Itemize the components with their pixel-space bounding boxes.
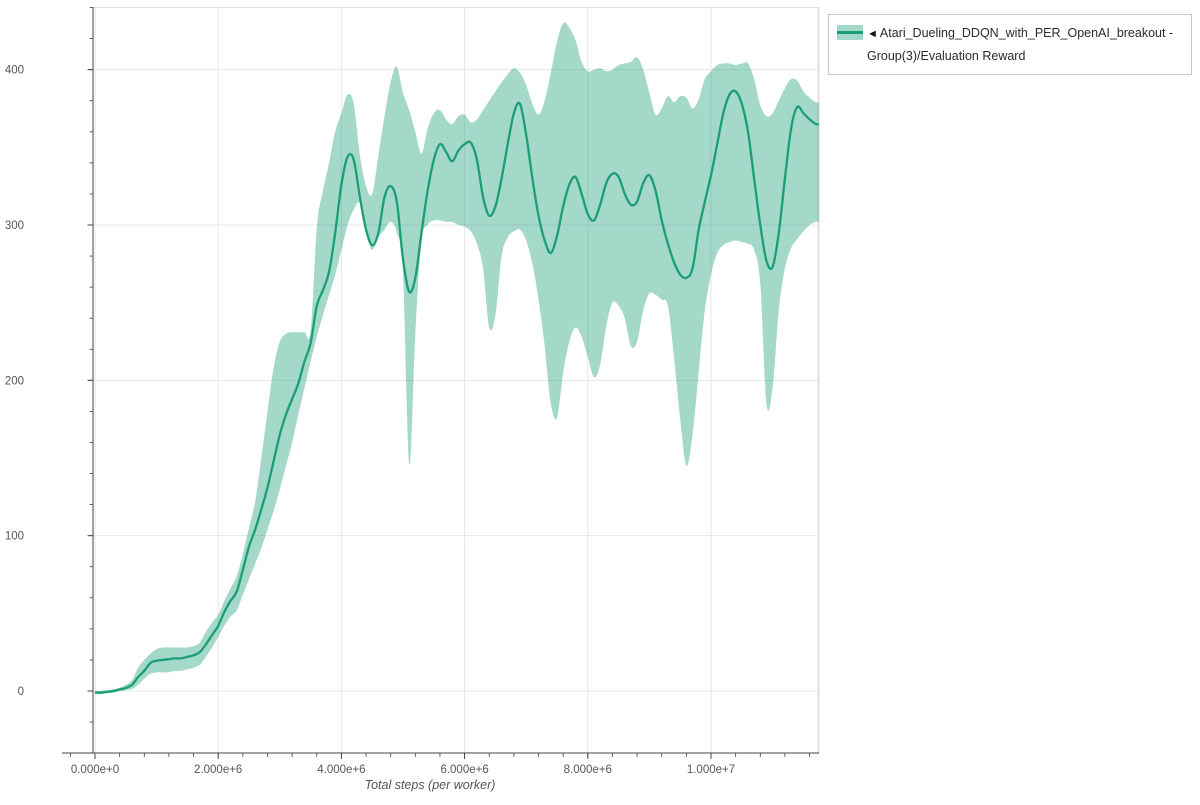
- x-axis-title: Total steps (per worker): [365, 778, 496, 792]
- legend-series-swatch[interactable]: [837, 25, 863, 40]
- x-tick-label: 2.000e+6: [194, 764, 242, 776]
- y-tick-label: 100: [5, 531, 24, 543]
- legend-label-text: Atari_Dueling_DDQN_with_PER_OpenAI_break…: [867, 26, 1174, 63]
- legend: ◄ Atari_Dueling_DDQN_with_PER_OpenAI_brea…: [828, 14, 1192, 75]
- x-tick-label: 4.000e+6: [317, 764, 365, 776]
- y-tick-label: 0: [18, 686, 24, 698]
- gridlines: [93, 7, 820, 753]
- y-tick-label: 300: [5, 220, 24, 232]
- y-tick-label: 400: [5, 65, 24, 77]
- series-marker-icon: ◄: [867, 28, 878, 40]
- legend-series-line-icon: [837, 31, 863, 34]
- y-tick-label: 200: [5, 375, 24, 387]
- series-layer: [94, 22, 819, 695]
- legend-item[interactable]: ◄ Atari_Dueling_DDQN_with_PER_OpenAI_brea…: [867, 22, 1183, 67]
- x-tick-label: 1.000e+7: [687, 764, 735, 776]
- x-tick-label: 6.000e+6: [440, 764, 488, 776]
- x-tick-label: 0.000e+0: [71, 764, 119, 776]
- axes: 0.000e+0 2.000e+6 4.000e+6 6.000e+6 8.000e+6…: [5, 7, 819, 776]
- x-tick-label: 8.000e+6: [564, 764, 612, 776]
